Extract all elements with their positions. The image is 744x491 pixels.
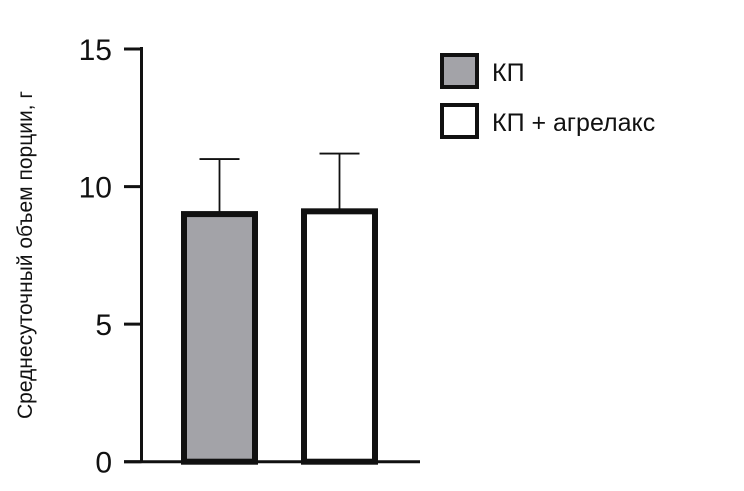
bar bbox=[301, 208, 378, 465]
y-tick-label: 0 bbox=[95, 447, 112, 480]
legend-label: КП + агрелакс bbox=[492, 109, 655, 137]
legend: КП КП + агрелакс bbox=[440, 53, 655, 139]
y-tick-label: 5 bbox=[95, 309, 112, 342]
legend-label: КП bbox=[492, 59, 525, 87]
legend-swatch bbox=[440, 103, 479, 139]
y-axis-label: Среднесуточный объем порции, г bbox=[14, 91, 37, 419]
bars bbox=[181, 152, 378, 465]
bar bbox=[181, 211, 258, 465]
y-tick-label: 15 bbox=[79, 34, 112, 67]
y-tick-label: 10 bbox=[79, 172, 112, 205]
legend-swatch bbox=[440, 53, 479, 89]
axes: 0 5 10 15 bbox=[79, 34, 420, 480]
